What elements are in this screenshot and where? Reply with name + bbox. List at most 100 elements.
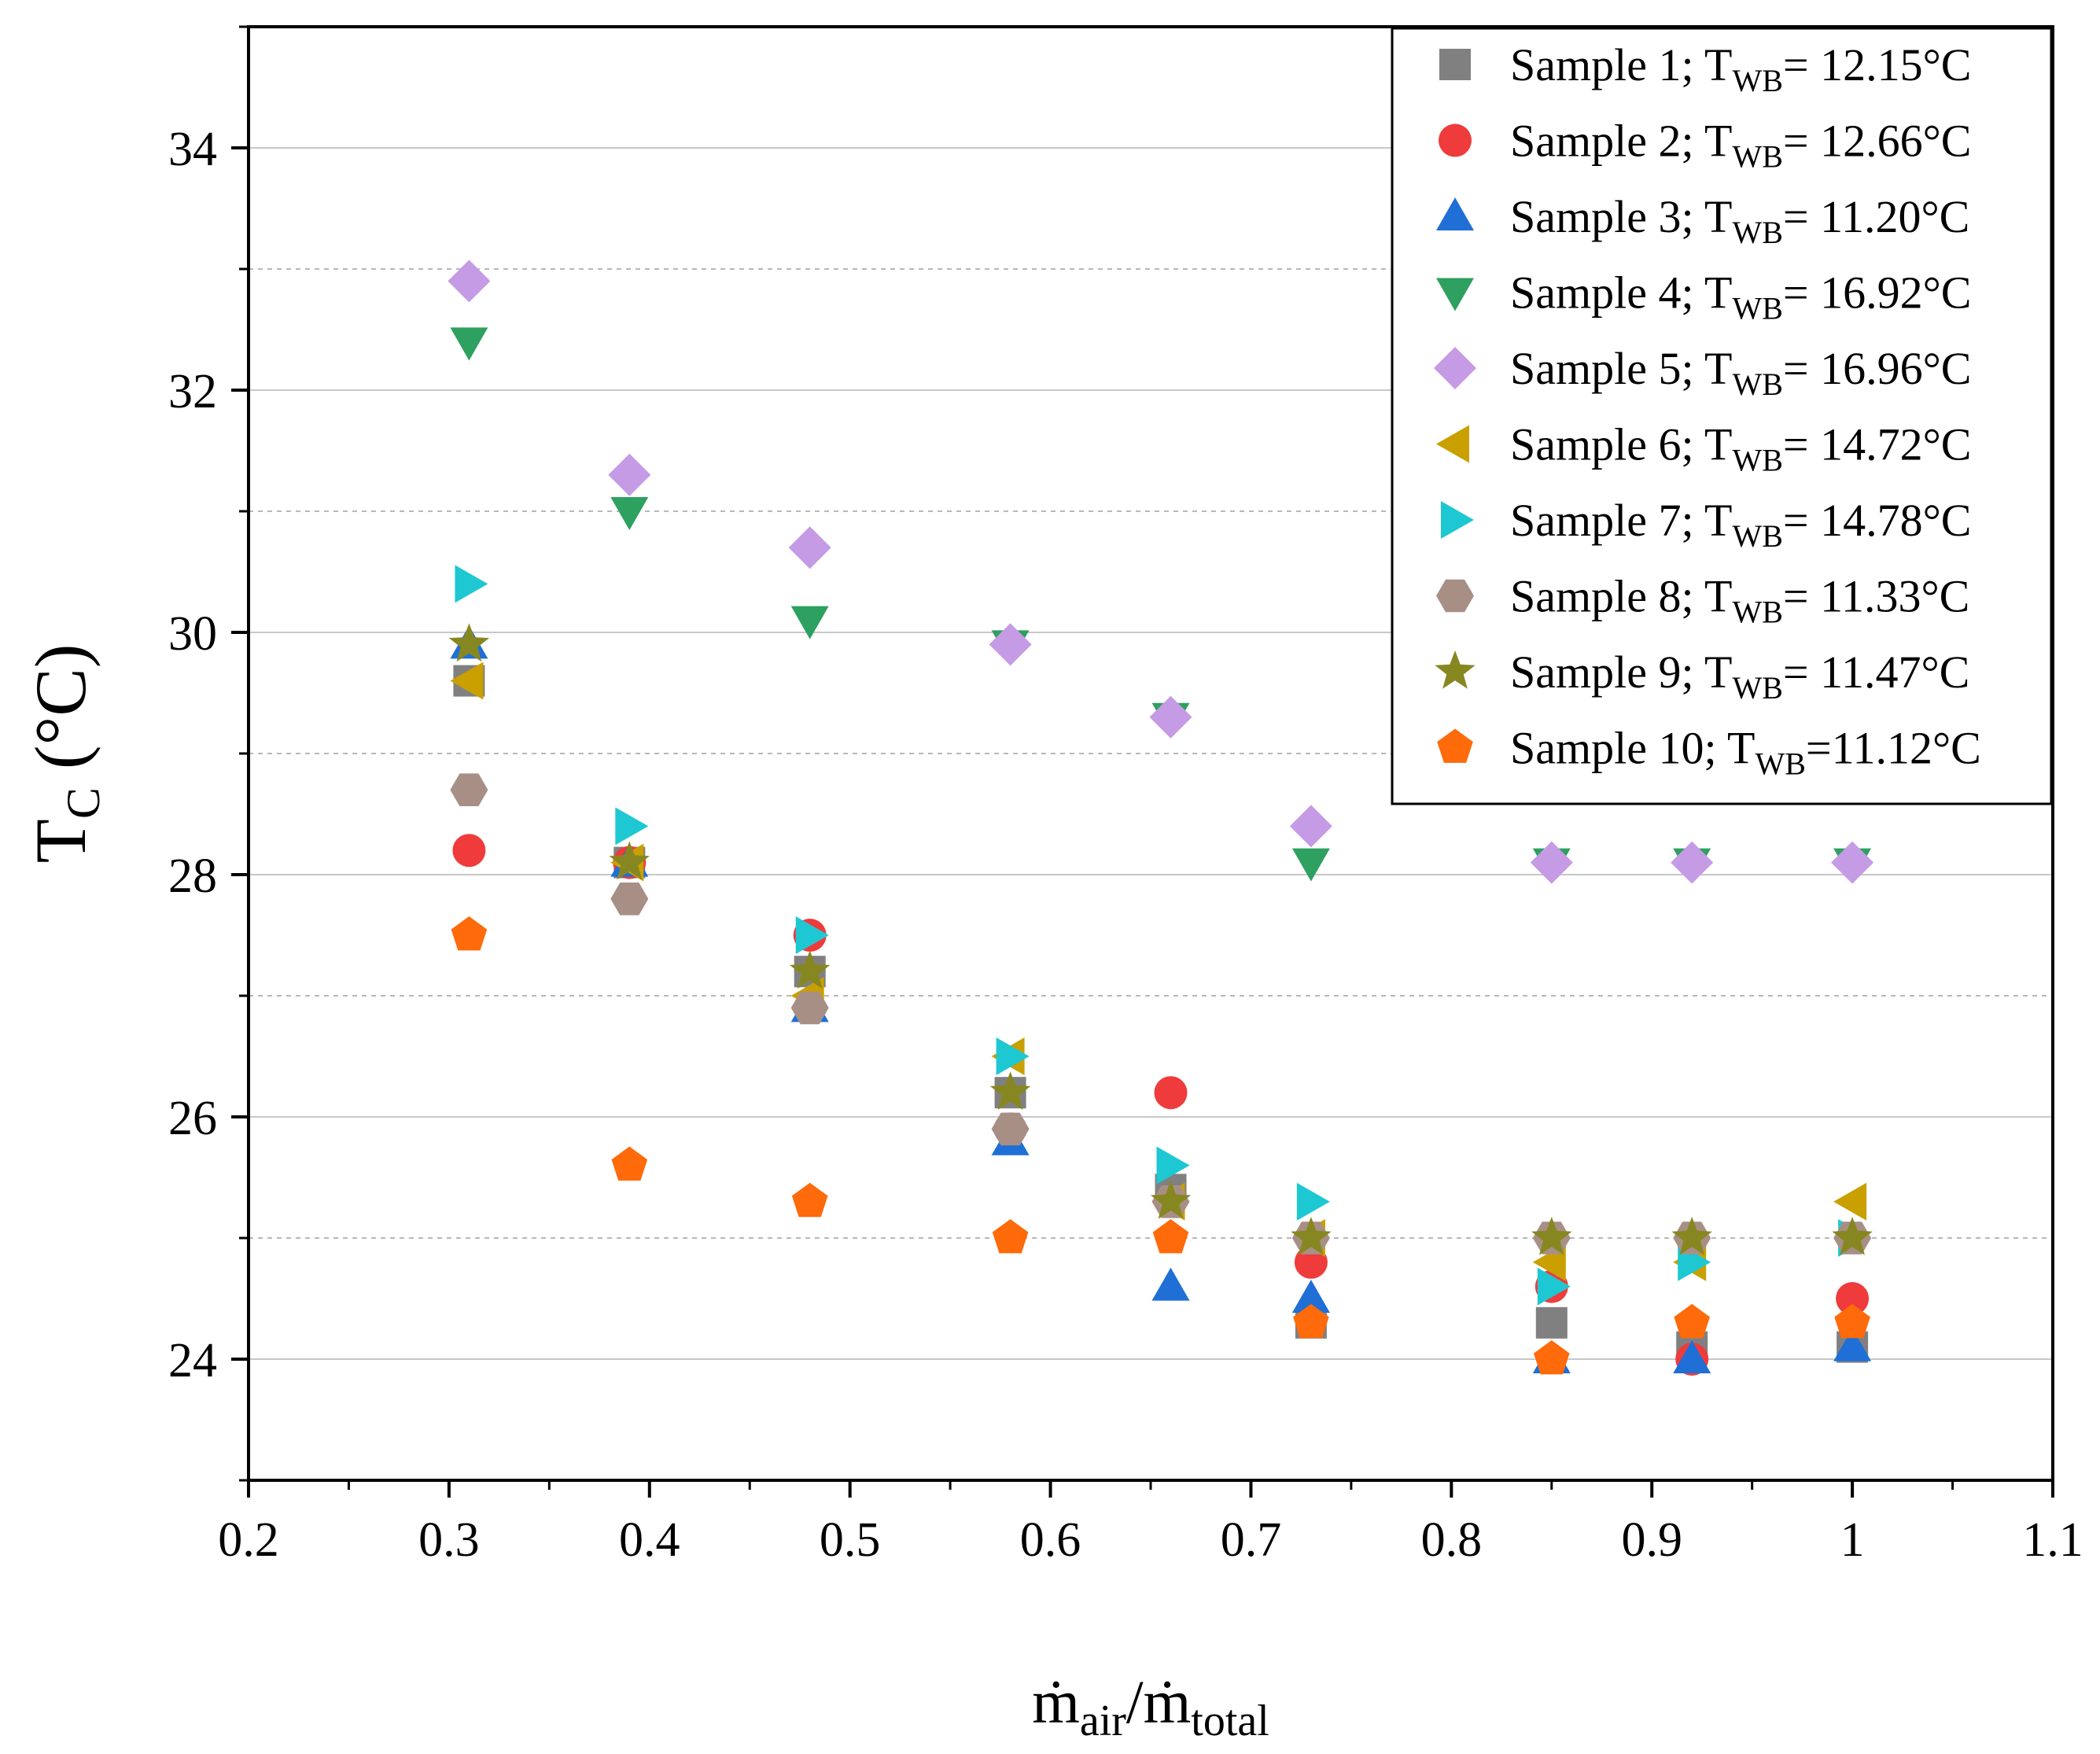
data-point [1150, 1180, 1192, 1219]
legend-entry-5: Sample 5; TWB= 16.96°C [1434, 343, 1972, 402]
data-point [608, 453, 651, 496]
legend-label-value: = 11.20°C [1783, 191, 1969, 242]
data-point [1152, 1219, 1189, 1254]
data-point [1296, 1182, 1330, 1221]
data-point [989, 623, 1032, 666]
data-point [996, 1037, 1030, 1075]
legend-label-sub: WB [1732, 670, 1782, 706]
data-point [450, 661, 484, 700]
y-tick-label: 34 [168, 123, 217, 176]
legend-label-sub: WB [1732, 139, 1782, 175]
data-point [1530, 841, 1573, 884]
legend-entry-8: Sample 8; TWB= 11.33°C [1436, 571, 1969, 630]
data-point [455, 565, 488, 603]
x-tick-label: 0.6 [1020, 1513, 1081, 1567]
legend-label-sub: WB [1732, 291, 1782, 326]
legend-label-sub: WB [1732, 367, 1782, 402]
y-tick-label: 28 [168, 849, 217, 903]
data-point [448, 260, 491, 303]
legend-label-name: Sample 2; T [1510, 116, 1732, 167]
x-axis-label-main2: ṁ [1144, 1667, 1192, 1736]
legend-label-name: Sample 3; T [1510, 191, 1732, 242]
x-tick-label: 0.5 [820, 1513, 881, 1567]
data-point [1834, 1303, 1870, 1339]
data-point [610, 883, 649, 916]
series-10 [451, 916, 1870, 1375]
series-9 [448, 623, 1873, 1255]
legend-label-value: = 16.92°C [1783, 267, 1972, 319]
legend-entry-7: Sample 7; TWB= 14.78°C [1441, 495, 1972, 554]
x-axis-label-sub: air [1080, 1697, 1126, 1745]
x-tick-label: 1.1 [2022, 1513, 2083, 1567]
legend-entry-9: Sample 9; TWB= 11.47°C [1435, 647, 1969, 706]
data-point [1291, 1280, 1330, 1313]
legend-label: Sample 4; TWB= 16.92°C [1510, 267, 1972, 326]
legend-label: Sample 8; TWB= 11.33°C [1510, 571, 1969, 630]
y-tick-label: 26 [168, 1092, 217, 1145]
legend-label-name: Sample 9; T [1510, 647, 1732, 698]
legend-label: Sample 3; TWB= 11.20°C [1510, 191, 1969, 250]
legend-label-value: = 14.78°C [1783, 495, 1972, 546]
data-point [1534, 1340, 1570, 1375]
legend-label-name: Sample 6; T [1510, 419, 1732, 470]
data-point [1836, 1282, 1870, 1315]
legend-marker [1434, 347, 1476, 389]
legend-label: Sample 5; TWB= 16.96°C [1510, 343, 1972, 402]
legend-label: Sample 10; TWB=11.12°C [1510, 723, 1981, 782]
legend-marker [1436, 579, 1474, 613]
legend-entry-6: Sample 6; TWB= 14.72°C [1436, 419, 1972, 478]
y-axis-label-sub: C [57, 787, 109, 819]
legend-label-name: Sample 5; T [1510, 343, 1732, 394]
legend-label-name: Sample 7; T [1510, 495, 1732, 546]
legend-label-value: =11.12°C [1806, 723, 1981, 774]
data-point [790, 606, 829, 639]
legend-entry-4: Sample 4; TWB= 16.92°C [1436, 267, 1972, 326]
legend-box [1391, 27, 2053, 805]
legend-entry-3: Sample 3; TWB= 11.20°C [1436, 191, 1969, 250]
x-axis-label-main: ṁ [1032, 1667, 1080, 1736]
data-point [991, 1112, 1030, 1146]
legend-label: Sample 2; TWB= 12.66°C [1510, 116, 1972, 175]
data-point [452, 834, 486, 868]
legend-label-value: = 12.66°C [1783, 116, 1972, 167]
legend-label-name: Sample 4; T [1510, 267, 1732, 319]
legend-label: Sample 6; TWB= 14.72°C [1510, 419, 1972, 478]
x-tick-label: 0.3 [418, 1513, 480, 1567]
legend-label: Sample 9; TWB= 11.47°C [1510, 647, 1969, 706]
data-point [1289, 805, 1332, 848]
x-tick-label: 0.7 [1221, 1513, 1282, 1567]
y-tick-label: 24 [168, 1334, 217, 1387]
legend-label-sub: WB [1732, 595, 1782, 630]
x-axis: 0.2 0.3 0.4 0.5 0.6 0.7 0.8 0.9 1 1.1 [218, 1480, 2083, 1567]
legend-entry-2: Sample 2; TWB= 12.66°C [1439, 116, 1972, 175]
y-axis-label-main: T [20, 819, 101, 863]
data-point [611, 1146, 648, 1181]
y-tick-label: 30 [168, 607, 217, 661]
data-point [1833, 1328, 1872, 1362]
data-point [795, 916, 829, 954]
data-point [451, 916, 488, 951]
data-point [610, 497, 649, 530]
data-point [1832, 1217, 1873, 1255]
legend-label-name: Sample 10; T [1510, 723, 1755, 774]
legend-label-sub: WB [1732, 63, 1782, 98]
data-point [1671, 841, 1714, 884]
y-axis-label-unit: (°C) [20, 644, 101, 787]
legend-label: Sample 1; TWB= 12.15°C [1510, 39, 1972, 98]
legend-marker [1437, 728, 1473, 763]
legend-label-value: = 14.72°C [1783, 419, 1972, 470]
data-points [448, 260, 1874, 1376]
data-point [1291, 1217, 1332, 1255]
data-point [450, 327, 488, 361]
data-point [1149, 695, 1192, 739]
x-axis-label: ṁair/ṁtotal [1032, 1667, 1269, 1745]
legend-label-sub: WB [1732, 518, 1782, 554]
data-point [791, 1182, 828, 1218]
legend-label-value: = 11.47°C [1783, 647, 1969, 698]
legend-label-value: = 12.15°C [1783, 39, 1972, 90]
data-point [788, 526, 831, 569]
x-tick-label: 0.9 [1621, 1513, 1682, 1567]
data-point [1293, 1303, 1329, 1339]
data-point [1156, 1146, 1190, 1185]
